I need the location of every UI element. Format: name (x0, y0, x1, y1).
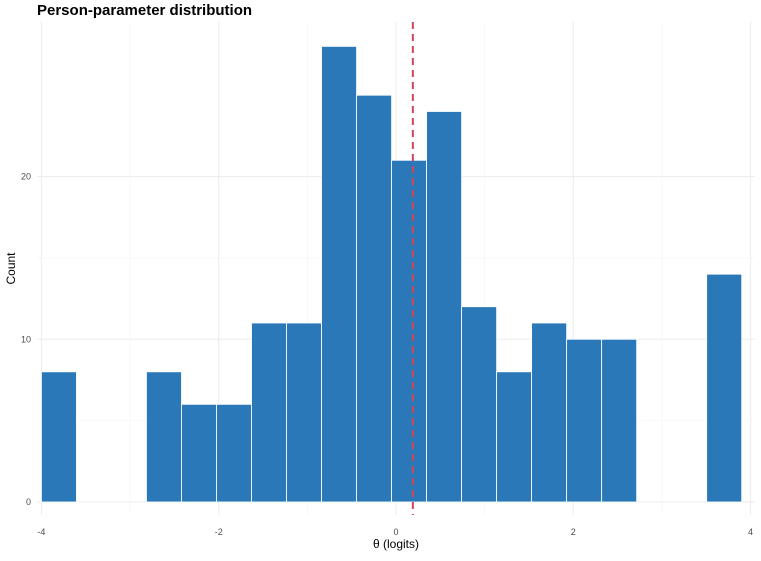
histogram-bar (251, 322, 287, 503)
y-tick-label: 10 (21, 334, 31, 344)
y-axis-ticks: 0 10 20 (21, 172, 31, 507)
x-tick-label: 0 (393, 527, 398, 537)
histogram-bar (216, 403, 252, 503)
y-axis-title: Count (4, 252, 18, 285)
histogram-bar (566, 338, 603, 503)
x-tick-label: 4 (748, 527, 753, 537)
histogram-bar (321, 46, 357, 503)
x-tick-label: -2 (215, 527, 223, 537)
histogram-bar (461, 306, 498, 503)
histogram-bar (286, 322, 322, 503)
histogram-bar (146, 371, 182, 503)
histogram-bar (41, 371, 77, 503)
histogram-bar (426, 111, 462, 503)
y-tick-label: 20 (21, 172, 31, 182)
histogram-bar (601, 338, 638, 503)
x-tick-label: 2 (571, 527, 576, 537)
histogram-bar (706, 273, 743, 503)
x-axis-title: θ (logits) (373, 537, 419, 551)
y-tick-label: 0 (26, 497, 31, 507)
histogram-bar (181, 403, 217, 503)
x-axis-ticks: -4 -2 0 2 4 (37, 527, 753, 537)
histogram-bar (496, 371, 533, 503)
histogram-bar (531, 322, 568, 503)
histogram-bar (391, 159, 427, 503)
histogram-bar (356, 94, 392, 503)
x-tick-label: -4 (37, 527, 45, 537)
histogram-bars (41, 46, 743, 503)
chart-title: Person-parameter distribution (37, 2, 253, 19)
